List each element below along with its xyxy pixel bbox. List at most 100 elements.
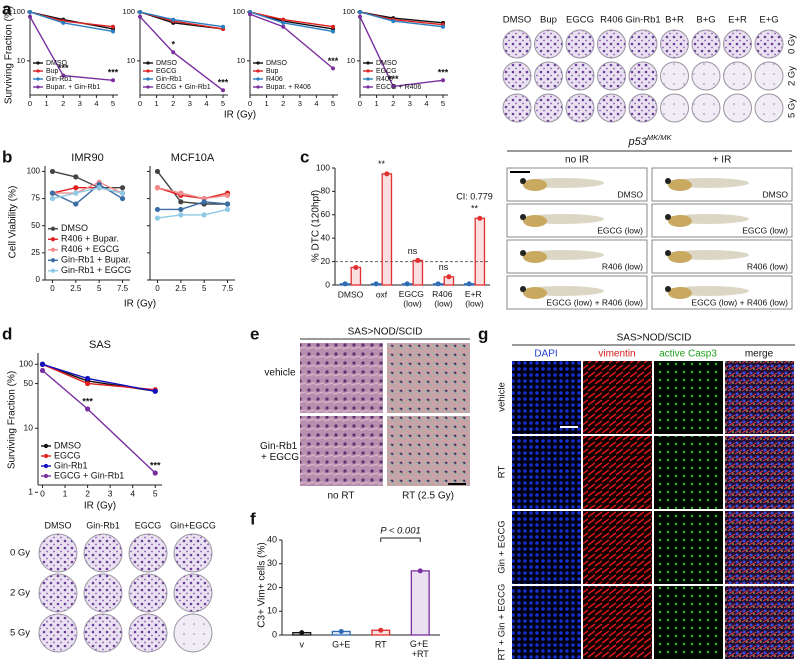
x-tick-label: 2 <box>171 99 175 108</box>
plate <box>628 93 658 123</box>
zebrafish-title: p53MK/MK <box>628 133 673 148</box>
y-axis-label: C3+ Vim+ cells (%) <box>257 542 268 627</box>
plate-column-label: Bup <box>540 15 557 26</box>
x-tick-label: 5 <box>202 284 207 293</box>
plate <box>723 93 752 123</box>
data-point <box>49 190 56 196</box>
x-axis-label: IR (Gy) <box>84 501 116 512</box>
chart-title: IMR90 <box>71 152 103 164</box>
series-line <box>42 363 156 392</box>
data-point <box>358 14 362 19</box>
series-line <box>52 183 123 205</box>
plate <box>628 29 658 59</box>
fluorescence-image <box>583 586 652 659</box>
bar-point <box>404 281 410 287</box>
y-tick-label: 50 <box>31 221 40 230</box>
data-point <box>28 10 32 14</box>
legend-label: R406 + EGCG <box>61 244 119 254</box>
x-tick-label: 4 <box>314 99 318 108</box>
bar-point <box>384 171 390 177</box>
p-value: P < 0.001 <box>380 526 421 537</box>
data-point <box>201 199 207 205</box>
zebrafish-eye <box>520 286 526 292</box>
legend-marker <box>256 77 260 81</box>
significance: *** <box>218 78 229 88</box>
row-label: RT + Gin + EGCG <box>497 584 508 661</box>
data-point <box>171 50 176 55</box>
x-tick-label: 0 <box>248 99 252 108</box>
fluorescence-image <box>512 361 581 434</box>
x-tick-label: 2 <box>61 99 65 108</box>
data-point <box>39 367 46 374</box>
data-point <box>85 406 91 412</box>
data-point <box>224 192 231 198</box>
plate <box>83 533 123 573</box>
histology-image <box>300 416 383 486</box>
x-axis-label: IR (Gy) <box>224 110 256 121</box>
significance: *** <box>438 68 449 78</box>
significance: ns <box>439 262 449 272</box>
y-tick-label: 40 <box>321 232 331 242</box>
data-point <box>224 206 231 213</box>
plate <box>128 613 168 653</box>
data-point <box>119 195 126 202</box>
zebrafish-eye <box>520 214 526 220</box>
fluorescence-image <box>583 361 652 434</box>
x-tick-label: 2 <box>281 99 285 108</box>
legend-marker <box>256 85 260 89</box>
legend-label: Bupar. + Gin-Rb1 <box>46 84 100 91</box>
legend-marker <box>256 69 260 73</box>
bar <box>412 259 424 286</box>
series-line <box>157 187 228 200</box>
row-label: Gin-Rb1 + EGCG <box>260 441 300 463</box>
legend-label: Bupar. + R406 <box>266 84 311 91</box>
plate-column-label: DMSO <box>45 520 72 530</box>
data-point <box>281 24 286 29</box>
plate-row-label: 5 Gy <box>787 98 798 118</box>
plate <box>597 61 626 91</box>
fluorescence-image <box>654 436 723 509</box>
plate <box>597 29 626 59</box>
plate-row-label: 0 Gy <box>10 548 30 559</box>
data-point <box>119 190 126 196</box>
legend-marker <box>366 85 370 89</box>
data-point <box>178 190 184 196</box>
y-tick-label: 20 <box>321 256 331 266</box>
zebrafish-yolk <box>523 215 547 227</box>
column-label: no IR <box>565 155 589 166</box>
data-point <box>85 380 91 387</box>
y-tick-label: 10 <box>127 56 135 65</box>
data-point <box>358 10 362 14</box>
y-tick-label: 0 <box>36 275 41 284</box>
bar-point <box>378 627 384 633</box>
x-axis-label: IR (Gy) <box>124 299 156 310</box>
x-tick-label: 4 <box>94 99 98 108</box>
data-point <box>391 84 396 89</box>
x-tick-label: 5 <box>153 488 158 498</box>
fluorescence-image <box>583 511 652 584</box>
series-line <box>156 170 228 205</box>
plate <box>38 533 78 573</box>
series-line <box>359 16 444 88</box>
fluorescence-image <box>725 586 794 659</box>
data-point <box>281 17 286 22</box>
plate-column-label: Gin-Rb1 <box>625 15 660 26</box>
zebrafish-label: EGCG (low) <box>742 225 788 235</box>
x-tick-label: 4 <box>130 488 135 498</box>
x-tick-label: 0 <box>40 488 45 498</box>
data-point <box>111 24 116 29</box>
legend-marker <box>146 77 150 81</box>
plate <box>691 61 721 91</box>
fluorescence-image <box>654 361 723 434</box>
data-point <box>441 24 446 29</box>
data-point <box>248 12 252 17</box>
legend-label: EGCG + Gin-Rb1 <box>156 84 211 91</box>
data-point <box>111 78 116 83</box>
y-tick-label: 10 <box>17 56 25 65</box>
series-line <box>52 186 123 200</box>
data-point <box>171 17 176 22</box>
legend-marker <box>146 61 150 65</box>
row-label: vehicle <box>264 368 296 379</box>
legend-marker <box>146 69 150 73</box>
plate <box>565 93 595 123</box>
